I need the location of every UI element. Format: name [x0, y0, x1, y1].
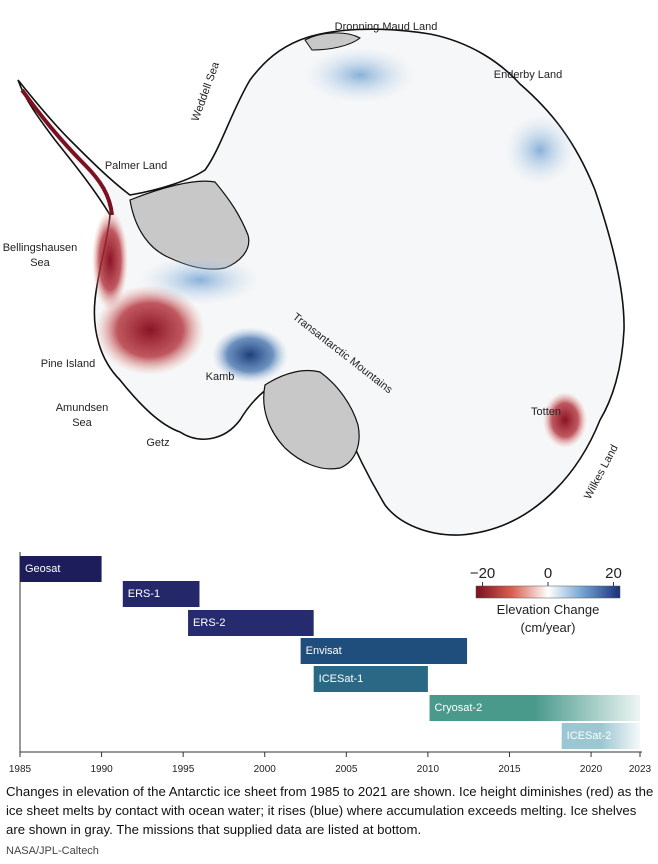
mission-name: Envisat — [306, 645, 342, 657]
x-tick-label: 2020 — [580, 764, 603, 775]
x-tick-label: 1985 — [9, 764, 32, 775]
x-tick-label: 2023 — [629, 764, 652, 775]
x-tick-label: 1995 — [172, 764, 195, 775]
map-label: Wilkes Land — [582, 443, 621, 502]
mission-name: ICESat-2 — [567, 730, 612, 742]
thinning-area — [95, 285, 205, 375]
map-label: Totten — [531, 406, 561, 418]
map-label: Sea — [72, 417, 92, 429]
figure: Dronning Maud Land Enderby Land Weddell … — [3, 21, 652, 775]
map-label: Getz — [146, 437, 169, 449]
mission-bar — [429, 695, 640, 721]
map-label: Enderby Land — [494, 69, 563, 81]
caption: Changes in elevation of the Antarctic ic… — [6, 784, 654, 837]
colorbar-tick-label: −20 — [470, 565, 495, 582]
ice-shelf — [129, 180, 250, 270]
ice-shelf — [304, 32, 361, 51]
thickening-area — [505, 115, 575, 185]
mission-name: ICESat-1 — [319, 673, 364, 685]
colorbar-title: Elevation Change — [497, 602, 600, 617]
thinning-area — [543, 392, 587, 448]
map-label: Weddell Sea — [190, 60, 223, 123]
mission-name: Geosat — [25, 563, 60, 575]
x-tick-label: 2015 — [498, 764, 521, 775]
thickening-area — [212, 327, 288, 383]
map-label: Palmer Land — [105, 160, 167, 172]
colorbar-tick-label: 0 — [544, 565, 552, 582]
mission-bar — [561, 723, 640, 749]
colorbar: Elevation Change (cm/year) −20 0 20 — [470, 565, 622, 635]
mission-bar — [313, 666, 428, 692]
colorbar-scale — [475, 585, 621, 599]
timeline: 1985 1990 1995 2000 2005 2010 2015 2020 2023 Geos… — [9, 552, 652, 775]
colorbar-tick-label: 20 — [605, 565, 622, 582]
ice-shelf — [263, 369, 360, 470]
mission-name: ERS-1 — [128, 588, 160, 600]
mission-bar — [20, 556, 102, 582]
thinning-area — [92, 210, 128, 310]
x-tick-label: 2000 — [254, 764, 277, 775]
map-label: Dronning Maud Land — [335, 21, 438, 33]
map-label: Amundsen — [56, 402, 109, 414]
mission-name: Cryosat-2 — [435, 702, 483, 714]
colorbar-subtitle: (cm/year) — [521, 620, 576, 635]
map-label: Pine Island — [41, 358, 95, 370]
peninsula — [20, 88, 114, 216]
credit: NASA/JPL-Caltech — [6, 845, 99, 857]
x-tick-label: 2010 — [417, 764, 440, 775]
mission-bar — [122, 581, 200, 607]
antarctica-map — [17, 28, 625, 536]
x-tick-label: 2005 — [335, 764, 358, 775]
mission-bar — [188, 610, 314, 636]
mission-bar — [300, 638, 468, 664]
map-label: Kamb — [206, 371, 235, 383]
thickening-area — [140, 255, 260, 305]
map-label: Bellingshausen — [3, 242, 78, 254]
thickening-area — [305, 47, 415, 103]
mission-name: ERS-2 — [193, 617, 225, 629]
x-tick-label: 1990 — [90, 764, 113, 775]
map-label: Sea — [30, 257, 50, 269]
